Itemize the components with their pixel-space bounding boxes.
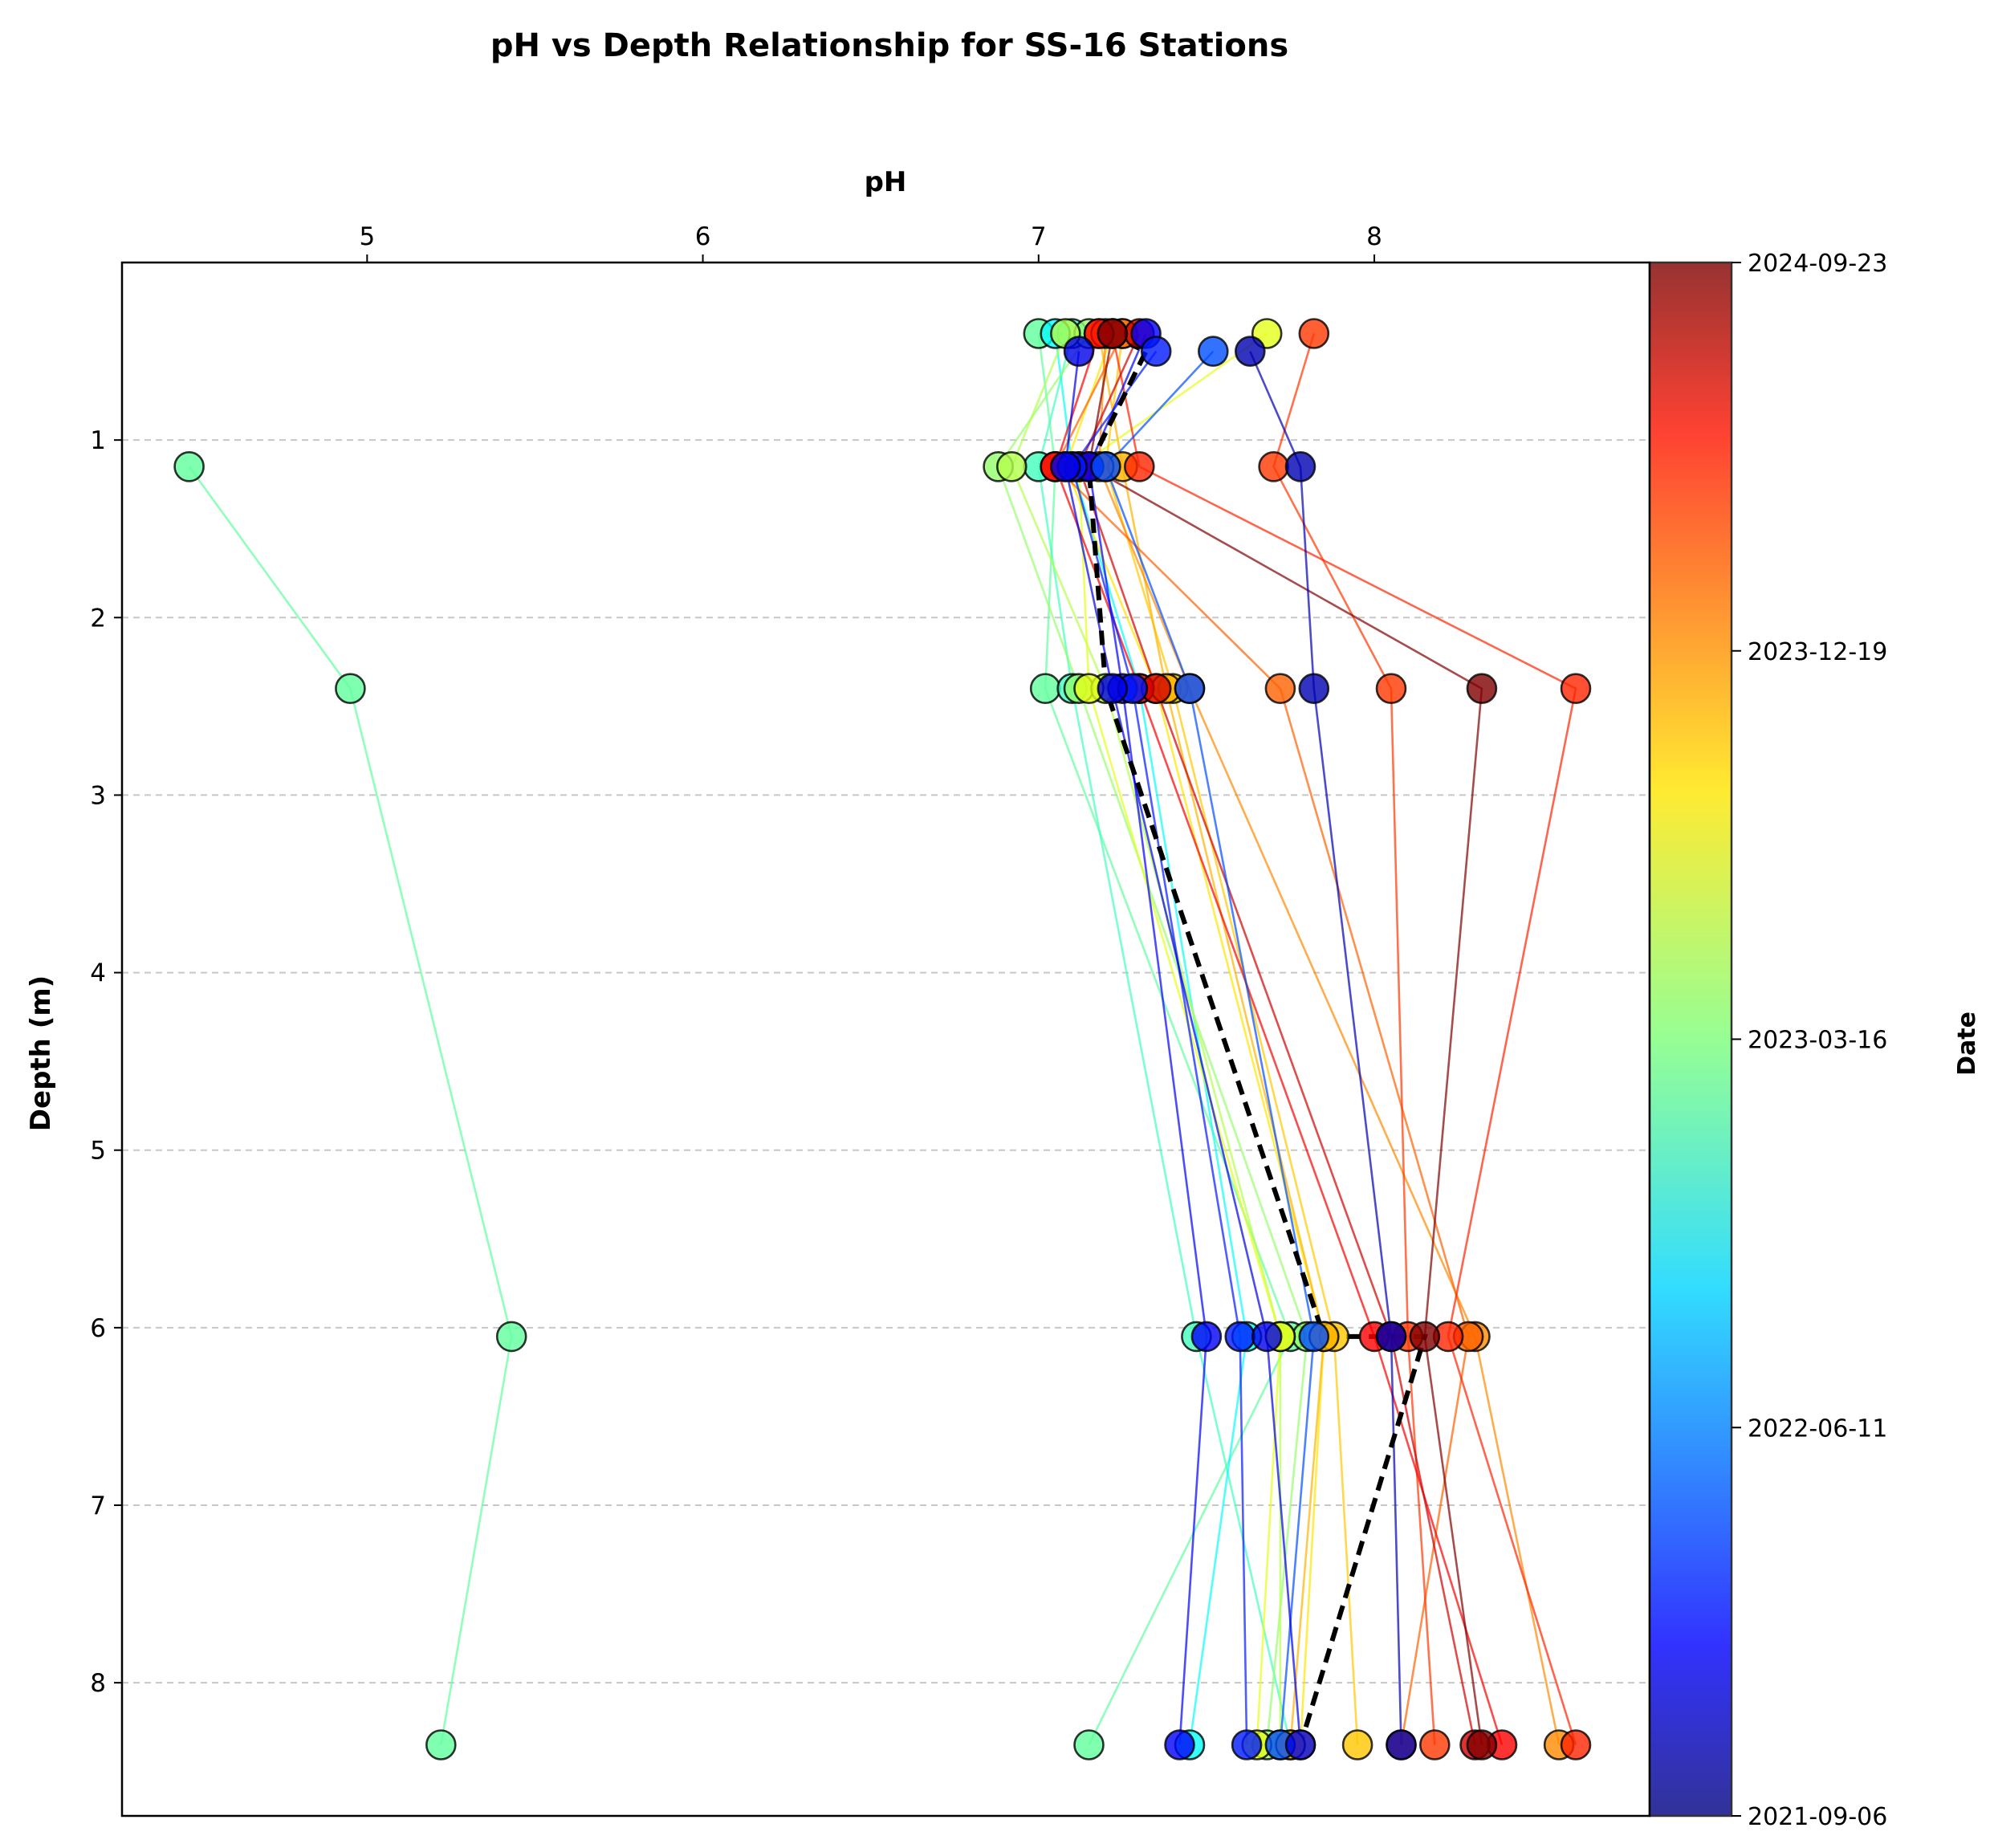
data-point: [1190, 1321, 1223, 1353]
data-point: [1029, 673, 1061, 705]
data-point: [1298, 1321, 1330, 1353]
x-tick-label: 7: [1031, 222, 1047, 251]
data-point: [1419, 1729, 1451, 1760]
data-point: [495, 1321, 527, 1353]
data-point: [1124, 450, 1155, 482]
series-line: [1105, 333, 1359, 1745]
data-point: [1097, 318, 1129, 349]
x-tick-label: 6: [695, 222, 711, 251]
colorbar-ticks: 2021-09-06 2022-06-11 2023-03-16 2023-12-19…: [1732, 250, 1887, 1831]
data-point: [173, 450, 205, 482]
data-point: [996, 450, 1028, 482]
colorbar-tick-label: 2023-03-16: [1748, 1027, 1887, 1055]
colorbar-tick-label: 2021-09-06: [1748, 1803, 1887, 1831]
y-tick-label: 5: [90, 1137, 106, 1166]
data-point: [1560, 1729, 1592, 1760]
data-point: [335, 673, 366, 705]
data-point: [1466, 1729, 1498, 1760]
data-point: [1090, 450, 1121, 482]
series-line: [1037, 333, 1292, 1745]
y-tick-label: 2: [90, 604, 106, 633]
y-tick-label: 6: [90, 1314, 106, 1343]
data-point: [1560, 673, 1592, 705]
colorbar-tick-label: 2024-09-23: [1748, 250, 1887, 278]
colorbar: [1648, 261, 1733, 1817]
series-line: [188, 466, 513, 1745]
data-point: [1164, 1729, 1195, 1760]
data-point: [1375, 673, 1407, 705]
series-line: [1064, 333, 1325, 1745]
data-point: [425, 1729, 457, 1760]
x-tick-label: 5: [359, 222, 375, 251]
series-line: [1088, 333, 1483, 1745]
data-point: [1409, 1321, 1441, 1353]
points-layer: [173, 318, 1592, 1760]
data-point: [1264, 673, 1296, 705]
series-line: [1077, 332, 1282, 1745]
y-axis-label: Depth (m): [25, 975, 57, 1131]
chart-title: pH vs Depth Relationship for SS-16 Stati…: [490, 27, 1288, 64]
colorbar-tick-label: 2022-06-11: [1748, 1414, 1887, 1443]
data-point: [1097, 673, 1129, 705]
data-point: [1298, 673, 1330, 705]
data-point: [1251, 1321, 1283, 1353]
data-point: [1298, 318, 1330, 349]
grid-layer: [122, 439, 1650, 1684]
x-axis-label: pH: [865, 166, 907, 198]
data-point: [1284, 1729, 1316, 1760]
data-point: [1063, 336, 1095, 367]
y-tick-label: 7: [90, 1492, 106, 1520]
series-line: [1071, 350, 1248, 1745]
data-point: [1284, 450, 1316, 482]
data-point: [1258, 450, 1289, 482]
y-tick-label: 4: [90, 959, 106, 988]
colorbar-label: Date: [1953, 1012, 1981, 1076]
y-tick-label: 3: [90, 781, 106, 810]
data-point: [1050, 450, 1081, 482]
data-point: [1224, 1321, 1255, 1353]
series-line: [1054, 333, 1504, 1745]
data-point: [1198, 336, 1229, 367]
y-tick-label: 8: [90, 1669, 106, 1698]
data-point: [1073, 1729, 1105, 1760]
y-tick-label: 1: [90, 426, 106, 455]
data-point: [1235, 336, 1266, 367]
series-line: [1037, 333, 1292, 1746]
plot-area-frame: [120, 261, 1651, 1817]
data-point: [1466, 673, 1498, 705]
x-tick-label: 8: [1366, 222, 1382, 251]
data-point: [1341, 1729, 1373, 1760]
series-line: [1054, 332, 1470, 1745]
data-point: [1174, 673, 1206, 705]
data-point: [1386, 1729, 1417, 1760]
colorbar-tick-label: 2023-12-19: [1748, 638, 1887, 666]
data-point: [1231, 1729, 1263, 1760]
axes-layer: 1 2 3 4 5 6 7 8 5 6 7 8: [90, 222, 1382, 1698]
series-line: [1097, 333, 1325, 1745]
data-point: [1140, 336, 1172, 367]
data-point: [1375, 1321, 1407, 1353]
series-layer: [188, 332, 1577, 1746]
